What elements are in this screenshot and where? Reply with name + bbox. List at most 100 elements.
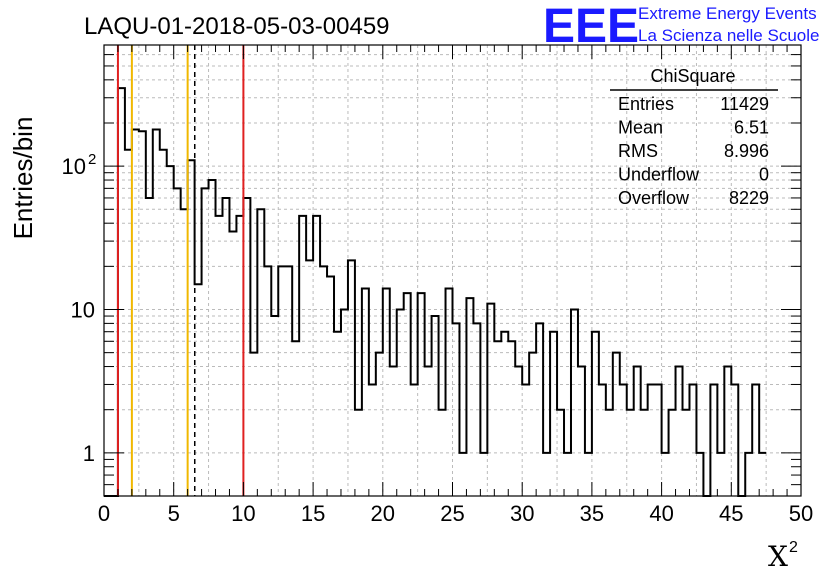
histogram-bin (257, 209, 264, 496)
histogram-bin (529, 353, 536, 496)
x-axis-label-main: X (768, 540, 788, 572)
x-tick-label: 0 (98, 501, 110, 526)
histogram-bin (557, 410, 564, 496)
histogram-bin (229, 232, 236, 496)
histogram-bin (334, 332, 341, 496)
histogram-bin (606, 410, 613, 496)
histogram-bin (627, 410, 634, 496)
histogram-bin (209, 180, 216, 496)
histogram-bin (641, 410, 648, 496)
histogram-bin (118, 88, 125, 496)
x-axis-label-superscript: 2 (789, 539, 798, 556)
histogram-bin (243, 198, 250, 496)
histogram-bin (362, 289, 369, 496)
histogram-bin (696, 453, 703, 496)
histogram-bin (508, 341, 515, 496)
chart-title: LAQU-01-2018-05-03-00459 (84, 13, 390, 40)
histogram-bin (662, 453, 669, 496)
y-tick-label: 10 (71, 297, 95, 322)
histogram-bin (585, 453, 592, 496)
histogram-bin (383, 289, 390, 496)
histogram-bin (487, 304, 494, 496)
histogram-bin (376, 353, 383, 496)
logo-line-1: Extreme Energy Events (638, 4, 817, 23)
threshold-lines (116, 45, 245, 496)
histogram-bin (543, 453, 550, 496)
histogram-bin (655, 384, 662, 496)
y-tick-label-exponent: 2 (88, 151, 96, 168)
histogram-bin (292, 341, 299, 496)
histogram-bin (536, 323, 543, 496)
x-tick-label: 30 (510, 501, 534, 526)
histogram-step-line (104, 87, 767, 497)
histogram-bin (320, 266, 327, 496)
histogram-bin (411, 384, 418, 496)
histogram-bin (676, 367, 683, 496)
histogram-bars (104, 87, 767, 497)
histogram-bin (745, 453, 752, 496)
plot-frame (103, 44, 802, 497)
histogram-bin (132, 130, 139, 496)
histogram-bin (550, 332, 557, 496)
y-axis-label: Entries/bin (8, 117, 38, 240)
histogram-bin (683, 410, 690, 496)
histogram-bin (195, 284, 202, 496)
histogram-bin (313, 216, 320, 496)
histogram-bin (202, 188, 209, 496)
histogram-bin (446, 289, 453, 496)
y-tick-label: 10 (62, 154, 86, 179)
histogram-bin (759, 453, 766, 496)
y-tick-label: 1 (83, 441, 95, 466)
stats-value: 0 (759, 165, 769, 185)
x-tick-label: 20 (371, 501, 395, 526)
x-tick-label: 10 (231, 501, 255, 526)
histogram-bin (459, 453, 466, 496)
histogram-bin (592, 332, 599, 496)
histogram-bin (397, 309, 404, 496)
histogram-bin (432, 316, 439, 496)
x-tick-label: 40 (649, 501, 673, 526)
stats-value: 6.51 (734, 118, 769, 138)
stats-value: 8.996 (724, 141, 769, 161)
histogram-bin (564, 453, 571, 496)
histogram-bin (236, 216, 243, 496)
x-axis-label: X 2 (768, 539, 798, 572)
histogram-bin (181, 209, 188, 496)
x-tick-label: 5 (168, 501, 180, 526)
axis-ticks (103, 44, 802, 497)
histogram-bin (167, 166, 174, 496)
stats-label: Overflow (618, 188, 690, 208)
histogram-bin (355, 410, 362, 496)
histogram-bin (501, 332, 508, 496)
stats-value: 8229 (729, 188, 769, 208)
x-tick-label: 15 (301, 501, 325, 526)
histogram-bin (571, 309, 578, 496)
histogram-bin (264, 266, 271, 496)
histogram-bin (717, 453, 724, 496)
histogram-bin (710, 384, 717, 496)
x-tick-label: 45 (719, 501, 743, 526)
histogram-bin (522, 384, 529, 496)
histogram-bin (160, 150, 167, 496)
histogram-bin (341, 309, 348, 496)
histogram-bin (599, 384, 606, 496)
stats-label: Underflow (618, 165, 700, 185)
logo-line-2: La Scienza nelle Scuole (638, 26, 819, 45)
eee-logo: EEE Extreme Energy Events La Scienza nel… (543, 0, 819, 53)
histogram-bin (453, 323, 460, 496)
histogram-bin (348, 260, 355, 496)
x-tick-label: 50 (789, 501, 813, 526)
histogram-bin (125, 150, 132, 496)
histogram-bin (306, 260, 313, 496)
histogram-bin (327, 276, 334, 496)
histogram-bin (278, 266, 285, 496)
histogram-bin (139, 131, 146, 496)
histogram-bin (439, 410, 446, 496)
stats-label: Mean (618, 118, 663, 138)
histogram-bin (425, 367, 432, 496)
histogram-bin (480, 453, 487, 496)
histogram-bin (271, 316, 278, 496)
x-tick-label: 25 (440, 501, 464, 526)
